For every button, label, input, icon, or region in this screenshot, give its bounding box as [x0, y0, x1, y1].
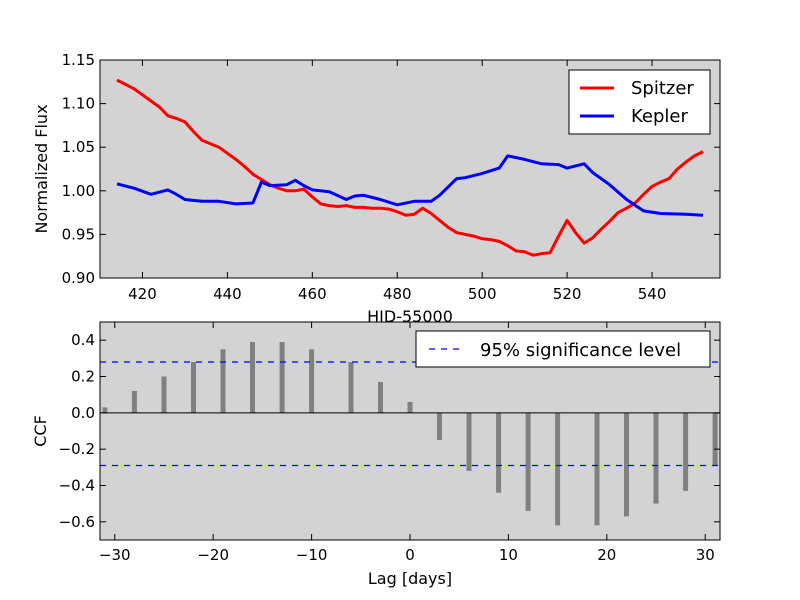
- ccf-bar: [191, 362, 196, 413]
- bottom-plot-frame: [99, 321, 721, 541]
- bottom-xtick-label: −30: [99, 546, 131, 564]
- ccf-bar: [279, 342, 285, 413]
- bottom-xtick-label: −20: [197, 546, 229, 564]
- bottom-axis-ticks: −30 −20 −10 0 10 20 30 −0.6 −0.4 −0.2 0.0 0.2 0.4: [59, 322, 720, 564]
- top-xtick-label: 520: [553, 285, 582, 303]
- top-xtick-label: 500: [468, 285, 497, 303]
- bottom-ytick-label: −0.6: [59, 513, 95, 531]
- legend-label-kepler: Kepler: [631, 106, 688, 127]
- ccf-bar: [161, 376, 167, 413]
- top-xtick-label: 540: [638, 285, 667, 303]
- top-ytick-label: 0.90: [62, 269, 95, 287]
- ccf-panel: −30 −20 −10 0 10 20 30 −0.6 −0.4 −0.2 0.0 0.2 0.4 CC…: [31, 321, 721, 588]
- bottom-xtick-label: 0: [405, 546, 415, 564]
- top-ytick-label: 0.95: [62, 225, 95, 243]
- bottom-ytick-label: −0.2: [59, 440, 95, 458]
- ccf-bar: [624, 412, 629, 517]
- ccf-bar: [102, 407, 108, 413]
- ccf-bar: [712, 412, 718, 466]
- bottom-ytick-label: 0.2: [71, 368, 95, 386]
- ccf-bar: [378, 382, 383, 413]
- bottom-xlabel: Lag [days]: [368, 569, 452, 588]
- ccf-bars: [102, 342, 718, 526]
- ccf-bar: [594, 412, 600, 526]
- bottom-ylabel: CCF: [31, 415, 50, 447]
- top-ytick-label: 1.10: [62, 95, 95, 113]
- top-xtick-label: 480: [383, 285, 412, 303]
- ccf-bar: [555, 412, 561, 526]
- ccf-bar: [309, 349, 315, 413]
- top-axis-ticks: 420 440 460 480 500 520 540 0.90 0.95 1.00 1.05 1.1…: [62, 51, 720, 303]
- ccf-bar: [250, 342, 255, 413]
- ccf-bar: [653, 412, 659, 504]
- top-legend: Spitzer Kepler: [568, 69, 711, 135]
- legend-label-significance: 95% significance level: [480, 340, 681, 361]
- flux-lightcurve-panel: 420 440 460 480 500 520 540 0.90 0.95 1.00 1.05 1.1…: [32, 51, 721, 326]
- top-series-lines: [116, 78, 704, 257]
- series-line-kepler: [116, 154, 704, 217]
- top-ylabel: Normalized Flux: [32, 104, 51, 233]
- bottom-xtick-label: −10: [296, 546, 328, 564]
- top-legend-box: [568, 69, 711, 135]
- bottom-xtick-label: 20: [597, 546, 616, 564]
- top-plot-frame: [99, 59, 721, 279]
- top-ytick-label: 1.05: [62, 138, 95, 156]
- top-xlabel: HID-55000: [367, 307, 453, 326]
- top-ytick-label: 1.15: [62, 51, 95, 69]
- ccf-bar: [131, 391, 137, 413]
- bottom-ytick-label: 0.0: [71, 404, 95, 422]
- series-line-spitzer: [116, 78, 704, 257]
- ccf-bar: [496, 412, 502, 493]
- top-xtick-label: 460: [298, 285, 327, 303]
- top-ytick-label: 1.00: [62, 182, 95, 200]
- ccf-bar: [220, 349, 226, 413]
- legend-label-spitzer: Spitzer: [631, 78, 694, 99]
- ccf-bar: [525, 412, 531, 511]
- ccf-bar: [348, 362, 354, 413]
- bottom-ytick-label: −0.4: [59, 477, 95, 495]
- bottom-xtick-label: 10: [499, 546, 518, 564]
- bottom-ytick-label: 0.4: [71, 331, 95, 349]
- top-xtick-label: 440: [213, 285, 242, 303]
- ccf-bar: [437, 412, 442, 441]
- bottom-xtick-label: 30: [696, 546, 715, 564]
- ccf-bar: [407, 401, 413, 413]
- top-xtick-label: 420: [128, 285, 157, 303]
- ccf-bar: [683, 412, 689, 491]
- ccf-bar: [466, 412, 472, 471]
- bottom-legend-box: [415, 330, 711, 368]
- bottom-legend: 95% significance level: [415, 330, 711, 368]
